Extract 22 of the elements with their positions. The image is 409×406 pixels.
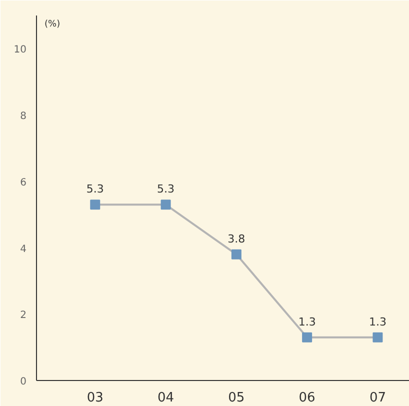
x-tick-label: 04 — [158, 390, 174, 406]
data-label: 5.3 — [86, 182, 104, 196]
data-label: 3.8 — [228, 232, 246, 246]
point — [372, 332, 383, 342]
x-tick-label: 07 — [369, 390, 386, 406]
point — [90, 200, 100, 210]
point — [302, 332, 312, 342]
point — [231, 249, 242, 260]
y-tick-label: 10 — [14, 44, 27, 56]
data-label: 1.3 — [368, 315, 386, 328]
x-tick-label: 06 — [298, 390, 316, 406]
x-tick-label: 03 — [86, 390, 104, 406]
y-tick-label: 0 — [20, 376, 27, 388]
y-axis-title: (%) — [44, 20, 60, 30]
y-tick-label: 4 — [20, 244, 27, 255]
x-tick-label: 05 — [228, 390, 245, 406]
point — [160, 200, 171, 210]
data-label: 1.3 — [298, 315, 316, 328]
data-label: 5.3 — [157, 182, 175, 196]
y-tick-label: 8 — [20, 111, 27, 122]
y-tick-label: 6 — [20, 177, 27, 188]
y-tick-label: 2 — [20, 310, 27, 322]
